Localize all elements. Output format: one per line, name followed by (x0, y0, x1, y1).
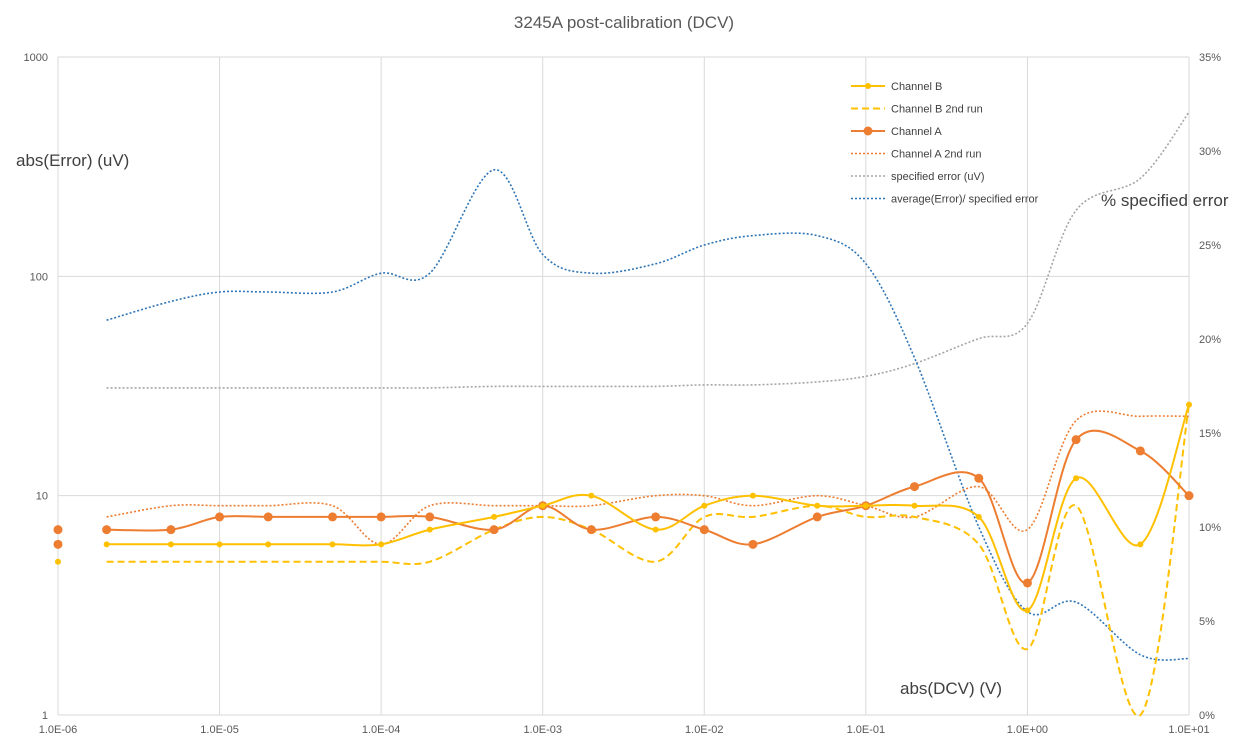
legend-label-channel-a: Channel A (891, 126, 942, 138)
data-point-channel-a (651, 512, 661, 522)
data-point-channel-a (376, 512, 386, 522)
extra-point-channel-b (55, 558, 61, 565)
gridlines (57, 56, 1190, 716)
legend-marker-channel-b (865, 83, 871, 89)
y-tick-label: 1 (42, 710, 48, 722)
series-line-channel-a-2nd-run (106, 410, 1190, 546)
data-point-channel-b (749, 492, 756, 499)
y2-tick-label: 35% (1199, 52, 1221, 64)
y2-axis-title: % specified error (1101, 191, 1229, 210)
legend-label-channel-b-2nd-run: Channel B 2nd run (891, 104, 983, 116)
legend: Channel B Channel B 2nd run Channel A Chann… (851, 81, 1039, 206)
data-point-channel-b (1073, 475, 1080, 482)
data-point-channel-b (588, 492, 595, 499)
data-point-channel-a (102, 525, 112, 535)
data-point-channel-b (701, 502, 708, 509)
y2-tick-label: 10% (1199, 522, 1221, 534)
x-tick-label: 1.0E-02 (685, 724, 724, 736)
y2-tick-label: 5% (1199, 616, 1215, 628)
data-point-channel-b (329, 541, 336, 548)
data-point-channel-a (974, 473, 984, 483)
y-tick-label: 1000 (24, 52, 48, 64)
data-point-channel-b (814, 502, 821, 509)
legend-label-channel-a-2nd-run: Channel A 2nd run (891, 149, 982, 161)
y2-tick-label: 0% (1199, 710, 1215, 722)
x-tick-label: 1.0E-05 (200, 724, 239, 736)
data-point-channel-b (911, 502, 918, 509)
legend-label-average-error-specified-error: average(Error)/ specified error (891, 194, 1039, 206)
data-point-channel-b (265, 541, 272, 548)
data-point-channel-a (328, 512, 338, 522)
data-point-channel-a (166, 525, 176, 535)
data-point-channel-b (539, 502, 546, 509)
data-point-channel-a (1071, 435, 1081, 445)
data-point-channel-a (909, 482, 919, 492)
legend-label-channel-b: Channel B (891, 81, 942, 93)
data-point-channel-b (1024, 607, 1031, 614)
data-point-channel-a (812, 512, 822, 522)
x-tick-label: 1.0E-06 (39, 724, 78, 736)
series-line-channel-b-2nd-run (106, 404, 1190, 717)
data-point-channel-a (699, 525, 709, 535)
data-point-channel-a (586, 525, 596, 535)
extra-point-channel-a (53, 539, 63, 549)
x-tick-label: 1.0E-01 (847, 724, 886, 736)
x-tick-label: 1.0E-04 (362, 724, 401, 736)
data-point-channel-b (426, 526, 433, 533)
series-line-channel-b (106, 404, 1190, 612)
series-line-specified-error-uv (106, 111, 1190, 389)
extra-point-channel-a (53, 525, 63, 535)
data-point-channel-b (216, 541, 223, 548)
y-tick-label: 100 (30, 271, 48, 283)
data-point-channel-b (1186, 401, 1192, 408)
y2-tick-label: 25% (1199, 240, 1221, 252)
data-point-channel-b (1137, 541, 1144, 548)
chart-title: 3245A post-calibration (DCV) (514, 13, 734, 32)
data-point-channel-b (862, 502, 869, 509)
data-point-channel-b (167, 541, 174, 548)
tick-labels: 1.0E-06 1.0E-05 1.0E-04 1.0E-03 1.0E-02 1.0E-… (24, 52, 1222, 736)
y2-tick-label: 20% (1199, 334, 1221, 346)
y2-tick-label: 30% (1199, 146, 1221, 158)
data-point-channel-b (491, 513, 498, 520)
data-point-channel-a (1184, 491, 1194, 501)
series-layer (53, 111, 1194, 717)
data-point-channel-b (103, 541, 110, 548)
data-point-channel-a (1135, 446, 1145, 456)
legend-label-specified-error-uv: specified error (uV) (891, 171, 985, 183)
data-point-channel-a (263, 512, 273, 522)
x-tick-label: 1.0E-03 (523, 724, 562, 736)
legend-marker-channel-a (863, 126, 873, 136)
y-tick-label: 10 (36, 491, 48, 503)
data-point-channel-b (378, 541, 385, 548)
data-point-channel-b (652, 526, 659, 533)
x-tick-label: 1.0E+01 (1168, 724, 1209, 736)
data-point-channel-a (489, 525, 499, 535)
data-point-channel-b (975, 513, 982, 520)
data-point-channel-a (215, 512, 225, 522)
x-tick-label: 1.0E+00 (1007, 724, 1048, 736)
data-point-channel-a (748, 539, 758, 549)
data-point-channel-a (425, 512, 435, 522)
y-axis-title: abs(Error) (uV) (16, 151, 129, 170)
x-axis-title: abs(DCV) (V) (900, 679, 1002, 698)
data-point-channel-a (1022, 578, 1032, 588)
y2-tick-label: 15% (1199, 428, 1221, 440)
